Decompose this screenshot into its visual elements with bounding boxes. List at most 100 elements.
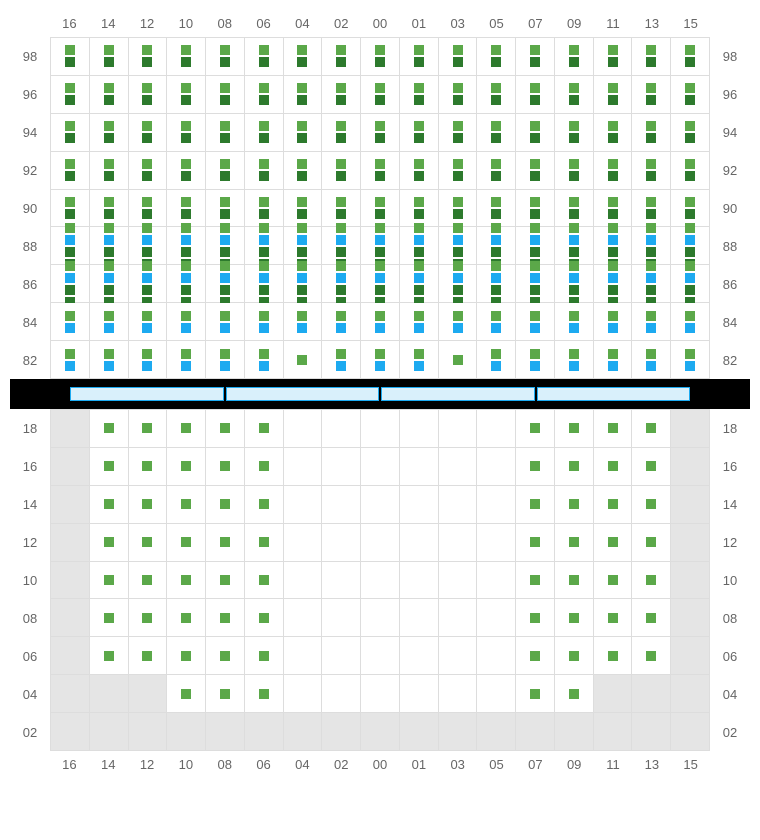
- seat-cell[interactable]: [594, 265, 633, 302]
- seat-cell[interactable]: [51, 190, 90, 227]
- seat-cell[interactable]: [167, 303, 206, 340]
- seat-cell[interactable]: [632, 76, 671, 113]
- seat-cell[interactable]: [51, 152, 90, 189]
- seat-cell[interactable]: [594, 448, 633, 485]
- seat-cell[interactable]: [400, 341, 439, 378]
- seat-cell[interactable]: [439, 38, 478, 75]
- seat-cell[interactable]: [400, 76, 439, 113]
- seat-cell[interactable]: [90, 410, 129, 447]
- seat-cell[interactable]: [90, 599, 129, 636]
- seat-cell[interactable]: [167, 599, 206, 636]
- seat-cell[interactable]: [555, 190, 594, 227]
- seat-cell[interactable]: [594, 152, 633, 189]
- seat-cell[interactable]: [206, 675, 245, 712]
- seat-cell[interactable]: [206, 76, 245, 113]
- seat-cell[interactable]: [51, 303, 90, 340]
- seat-cell[interactable]: [477, 341, 516, 378]
- seat-cell[interactable]: [594, 486, 633, 523]
- seat-cell[interactable]: [206, 38, 245, 75]
- seat-cell[interactable]: [245, 675, 284, 712]
- seat-cell[interactable]: [477, 227, 516, 264]
- seat-cell[interactable]: [400, 114, 439, 151]
- seat-cell[interactable]: [129, 303, 168, 340]
- seat-cell[interactable]: [167, 114, 206, 151]
- seat-cell[interactable]: [632, 303, 671, 340]
- seat-cell[interactable]: [555, 265, 594, 302]
- seat-cell[interactable]: [594, 190, 633, 227]
- seat-cell[interactable]: [90, 486, 129, 523]
- seat-cell[interactable]: [245, 190, 284, 227]
- seat-cell[interactable]: [632, 38, 671, 75]
- seat-cell[interactable]: [671, 265, 709, 302]
- seat-cell[interactable]: [284, 341, 323, 378]
- seat-cell[interactable]: [90, 562, 129, 599]
- seat-cell[interactable]: [671, 227, 709, 264]
- seat-cell[interactable]: [90, 76, 129, 113]
- seat-cell[interactable]: [516, 341, 555, 378]
- seat-cell[interactable]: [167, 265, 206, 302]
- seat-cell[interactable]: [129, 227, 168, 264]
- seat-cell[interactable]: [594, 637, 633, 674]
- seat-cell[interactable]: [594, 599, 633, 636]
- seat-cell[interactable]: [90, 303, 129, 340]
- seat-cell[interactable]: [322, 227, 361, 264]
- seat-cell[interactable]: [361, 341, 400, 378]
- seat-cell[interactable]: [245, 341, 284, 378]
- seat-cell[interactable]: [516, 303, 555, 340]
- seat-cell[interactable]: [322, 190, 361, 227]
- seat-cell[interactable]: [167, 524, 206, 561]
- seat-cell[interactable]: [439, 190, 478, 227]
- seat-cell[interactable]: [671, 190, 709, 227]
- seat-cell[interactable]: [516, 448, 555, 485]
- seat-cell[interactable]: [555, 76, 594, 113]
- seat-cell[interactable]: [245, 448, 284, 485]
- seat-cell[interactable]: [671, 114, 709, 151]
- seat-cell[interactable]: [516, 410, 555, 447]
- seat-cell[interactable]: [206, 341, 245, 378]
- seat-cell[interactable]: [632, 599, 671, 636]
- seat-cell[interactable]: [516, 599, 555, 636]
- seat-cell[interactable]: [594, 114, 633, 151]
- seat-cell[interactable]: [90, 38, 129, 75]
- seat-cell[interactable]: [90, 227, 129, 264]
- seat-cell[interactable]: [167, 76, 206, 113]
- seat-cell[interactable]: [632, 227, 671, 264]
- seat-cell[interactable]: [245, 637, 284, 674]
- seat-cell[interactable]: [632, 637, 671, 674]
- seat-cell[interactable]: [361, 152, 400, 189]
- seat-cell[interactable]: [477, 152, 516, 189]
- seat-cell[interactable]: [555, 341, 594, 378]
- seat-cell[interactable]: [477, 114, 516, 151]
- seat-cell[interactable]: [322, 341, 361, 378]
- seat-cell[interactable]: [439, 152, 478, 189]
- seat-cell[interactable]: [361, 303, 400, 340]
- seat-cell[interactable]: [632, 341, 671, 378]
- seat-cell[interactable]: [439, 76, 478, 113]
- seat-cell[interactable]: [129, 114, 168, 151]
- seat-cell[interactable]: [632, 114, 671, 151]
- seat-cell[interactable]: [206, 152, 245, 189]
- seat-cell[interactable]: [516, 227, 555, 264]
- seat-cell[interactable]: [555, 38, 594, 75]
- seat-cell[interactable]: [555, 114, 594, 151]
- seat-cell[interactable]: [90, 265, 129, 302]
- seat-cell[interactable]: [632, 486, 671, 523]
- seat-cell[interactable]: [400, 190, 439, 227]
- seat-cell[interactable]: [439, 265, 478, 302]
- seat-cell[interactable]: [129, 265, 168, 302]
- seat-cell[interactable]: [129, 562, 168, 599]
- seat-cell[interactable]: [632, 265, 671, 302]
- seat-cell[interactable]: [245, 114, 284, 151]
- seat-cell[interactable]: [206, 524, 245, 561]
- seat-cell[interactable]: [206, 637, 245, 674]
- seat-cell[interactable]: [167, 227, 206, 264]
- seat-cell[interactable]: [90, 152, 129, 189]
- seat-cell[interactable]: [322, 38, 361, 75]
- seat-cell[interactable]: [129, 599, 168, 636]
- seat-cell[interactable]: [632, 524, 671, 561]
- seat-cell[interactable]: [284, 303, 323, 340]
- seat-cell[interactable]: [477, 38, 516, 75]
- seat-cell[interactable]: [245, 76, 284, 113]
- seat-cell[interactable]: [555, 562, 594, 599]
- seat-cell[interactable]: [245, 524, 284, 561]
